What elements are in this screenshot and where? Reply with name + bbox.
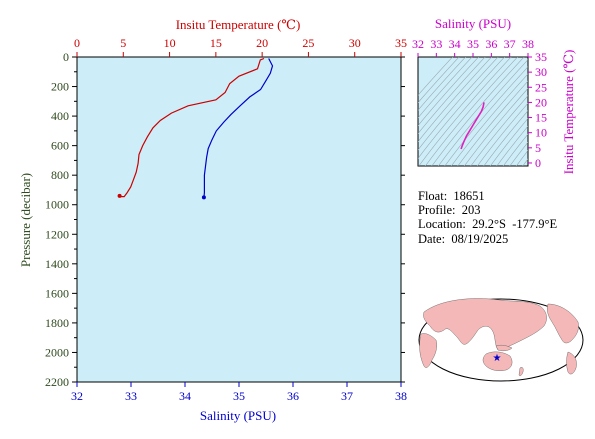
ts-salinity-tick-label: 35 <box>467 37 479 51</box>
ts-temperature-tick-label: 25 <box>535 80 547 94</box>
land-asia <box>423 298 547 351</box>
profile-date: Date: 08/19/2025 <box>418 231 509 246</box>
density-contour <box>476 102 528 166</box>
density-contours <box>418 57 528 166</box>
density-contour <box>437 59 528 166</box>
pressure-tick-label: 800 <box>51 168 69 182</box>
ts-temperature-tick-label: 15 <box>535 111 547 125</box>
temperature-tick-label: 10 <box>164 36 176 50</box>
ts-salinity-tick-label: 38 <box>522 37 534 51</box>
land-new-zealand <box>518 367 524 376</box>
density-contour <box>515 150 528 166</box>
density-contour <box>418 57 479 127</box>
density-contour <box>502 133 528 166</box>
temperature-profile-line <box>119 57 265 198</box>
salinity-tick-label: 38 <box>395 389 407 403</box>
pressure-tick-label: 2000 <box>45 345 69 359</box>
pressure-tick-label: 0 <box>63 50 69 64</box>
temperature-tick-label: 35 <box>395 36 407 50</box>
density-contour <box>418 57 492 143</box>
ts-temperature-tick-label: 0 <box>535 156 541 170</box>
pressure-tick-label: 1200 <box>45 227 69 241</box>
density-contour <box>457 80 528 166</box>
ts-temperature-tick-label: 10 <box>535 126 547 140</box>
salinity-end-point <box>201 195 206 200</box>
salinity-tick-label: 34 <box>179 389 191 403</box>
float-id: Float: 18651 <box>418 189 485 203</box>
salinity-tick-label: 36 <box>287 389 299 403</box>
density-contour <box>418 57 473 119</box>
pressure-tick-label: 400 <box>51 109 69 123</box>
profile-number: Profile: 203 <box>418 203 481 218</box>
temperature-tick-label: 15 <box>210 36 222 50</box>
location-world-map: ★ <box>418 298 584 382</box>
density-contour <box>418 57 512 166</box>
float-info-panel: Float: 18651 Profile: 203 Location: 29.2… <box>418 189 557 246</box>
temperature-salinity-pressure-chart: 0200400600800100012001400160018002000220… <box>18 17 407 423</box>
land-indonesia <box>495 344 513 352</box>
land-south-america <box>566 351 577 375</box>
pressure-tick-label: 200 <box>51 80 69 94</box>
ts-plot-area <box>417 56 529 167</box>
temperature-tick-label: 20 <box>256 36 268 50</box>
salinity-tick-label: 32 <box>71 389 83 403</box>
density-contour <box>418 57 486 135</box>
ts-salinity-tick-label: 36 <box>485 37 497 51</box>
salinity-profile-line <box>203 58 274 198</box>
ts-temperature-tick-label: 35 <box>535 50 547 64</box>
density-contour <box>489 117 528 166</box>
density-contour <box>496 125 528 166</box>
salinity-axis-title: Salinity (PSU) <box>200 408 276 423</box>
temperature-tick-label: 25 <box>302 36 314 50</box>
pressure-tick-label: 1000 <box>45 198 69 212</box>
land-australia <box>482 351 513 371</box>
pressure-tick-label: 1400 <box>45 257 69 271</box>
temperature-axis-title: Insitu Temperature (℃) <box>176 17 301 32</box>
temperature-tick-label: 0 <box>74 36 80 50</box>
ts-salinity-tick-label: 32 <box>412 37 424 51</box>
ts-curve <box>460 102 485 150</box>
ts-salinity-tick-label: 37 <box>504 37 516 51</box>
salinity-tick-label: 37 <box>341 389 353 403</box>
map-landmasses <box>419 298 579 376</box>
density-contour <box>470 95 528 166</box>
ts-temperature-tick-label: 5 <box>535 141 541 155</box>
ts-salinity-tick-label: 34 <box>449 37 461 51</box>
land-north-america <box>547 303 579 344</box>
ts-temperature-axis-title: Insitu Temperature (℃) <box>561 50 576 175</box>
density-contour <box>444 66 528 166</box>
density-contour <box>450 73 528 166</box>
density-contour <box>424 57 518 166</box>
float-location: Location: 29.2°S -177.9°E <box>418 217 558 232</box>
temperature-tick-label: 30 <box>349 36 361 50</box>
land-africa <box>419 333 437 368</box>
pressure-tick-label: 1600 <box>45 286 69 300</box>
density-contour <box>418 57 499 151</box>
density-contour <box>418 57 505 159</box>
salinity-tick-label: 35 <box>233 389 245 403</box>
float-location-marker: ★ <box>493 353 502 364</box>
density-contour <box>431 57 525 166</box>
ts-salinity-tick-label: 33 <box>430 37 442 51</box>
pressure-tick-label: 2200 <box>45 375 69 389</box>
density-contour <box>418 57 466 111</box>
density-contour <box>509 141 528 166</box>
ts-temperature-tick-label: 20 <box>535 95 547 109</box>
pressure-axis-title: Pressure (decibar) <box>18 173 33 267</box>
main-plot-area <box>76 56 402 383</box>
ts-salinity-axis-title: Salinity (PSU) <box>435 16 511 31</box>
temperature-tick-label: 5 <box>120 36 126 50</box>
temperature-end-point <box>117 193 122 198</box>
pressure-tick-label: 1800 <box>45 316 69 330</box>
ts-temperature-tick-label: 30 <box>535 65 547 79</box>
salinity-tick-label: 33 <box>125 389 137 403</box>
pressure-tick-label: 600 <box>51 139 69 153</box>
density-contour <box>483 110 528 166</box>
density-contour <box>463 87 528 166</box>
